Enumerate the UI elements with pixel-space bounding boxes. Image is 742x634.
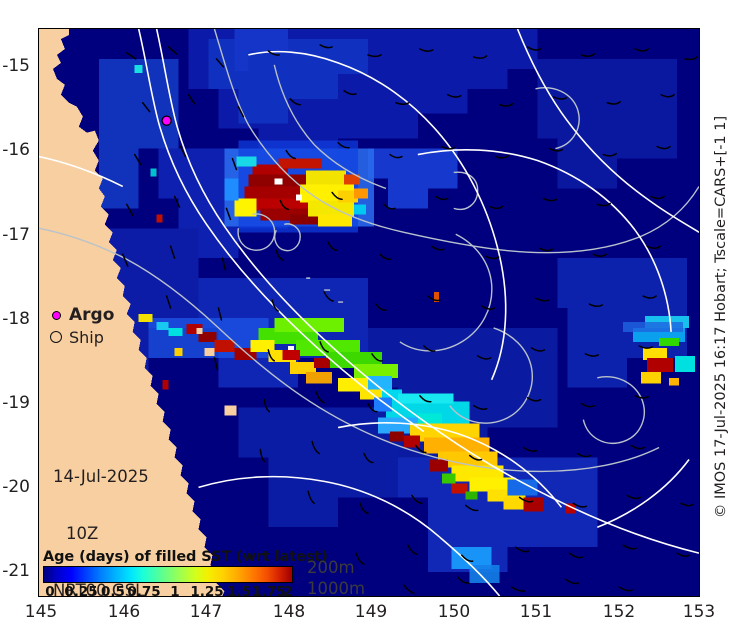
colorbar: Age (days) of filled SST (wrt latest) 0 … xyxy=(43,549,328,597)
bathy-label-200m: 200m xyxy=(307,558,355,577)
y-tick-label: -20 xyxy=(2,477,30,497)
colorbar-tick: 1.75 xyxy=(252,584,286,597)
info-line-hour: 10Z xyxy=(66,524,99,543)
x-tick-label: 147 xyxy=(189,602,223,622)
y-tick-label: -15 xyxy=(2,56,30,76)
x-tick-label: 153 xyxy=(682,602,716,622)
y-tick-label: -19 xyxy=(2,393,30,413)
map-plot-area[interactable]: Argo Ship 14-Jul-2025 10Z NRT00 GSL 14-J… xyxy=(38,28,700,597)
info-line-product: NRT00 GSL xyxy=(53,581,145,597)
x-tick-label: 148 xyxy=(272,602,306,622)
credit-text: © IMOS 17-Jul-2025 16:17 Hobart; Tscale=… xyxy=(713,115,729,519)
velocity-vector-field xyxy=(121,44,698,594)
x-tick-label: 149 xyxy=(354,602,388,622)
colorbar-tick: 2 xyxy=(283,584,293,597)
colorbar-tick: 0 xyxy=(45,584,55,597)
legend-label-argo: Argo xyxy=(69,305,115,325)
colorbar-tick: 0.25 xyxy=(64,584,98,597)
argo-float-marker-icon xyxy=(43,310,69,320)
bathymetry-legend: 200m 1000m xyxy=(307,557,366,597)
bathymetry-contour-1000m xyxy=(39,29,699,473)
ship-marker-icon xyxy=(43,331,69,343)
credit-block: © IMOS 17-Jul-2025 16:17 Hobart; Tscale=… xyxy=(706,0,736,634)
x-tick-label: 145 xyxy=(24,602,58,622)
x-tick-label: 150 xyxy=(437,602,471,622)
argo-float-marker xyxy=(161,115,172,126)
colorbar-gradient xyxy=(43,566,293,583)
x-tick-label: 151 xyxy=(519,602,553,622)
colorbar-tick: 1 xyxy=(170,584,180,597)
x-tick-label: 152 xyxy=(602,602,636,622)
colorbar-tick: 1.5 xyxy=(227,584,251,597)
legend-item-ship: Ship xyxy=(43,326,114,348)
map-canvas xyxy=(39,29,699,596)
y-tick-label: -17 xyxy=(2,225,30,245)
y-tick-label: -21 xyxy=(2,561,30,581)
y-tick-label: -16 xyxy=(2,140,30,160)
legend-label-ship: Ship xyxy=(69,327,104,347)
colorbar-title: Age (days) of filled SST (wrt latest) xyxy=(43,549,328,565)
colorbar-tick: 0.5 xyxy=(101,584,125,597)
colorbar-ticks: 0 0.25 0.5 0.75 1 1.25 1.5 1.75 2 xyxy=(43,583,293,597)
y-tick-label: -18 xyxy=(2,309,30,329)
marker-legend: Argo Ship xyxy=(43,304,114,348)
bathy-label-1000m: 1000m xyxy=(307,579,366,597)
colorbar-tick: 0.75 xyxy=(127,584,161,597)
colorbar-tick: 1.25 xyxy=(190,584,224,597)
info-line-date: 14-Jul-2025 xyxy=(53,467,149,486)
x-tick-label: 146 xyxy=(107,602,141,622)
legend-item-argo: Argo xyxy=(43,304,114,326)
info-panel: 14-Jul-2025 10Z NRT00 GSL 14-Jul 00:00Z … xyxy=(53,429,191,597)
bathymetry-contour-200m xyxy=(39,29,699,596)
